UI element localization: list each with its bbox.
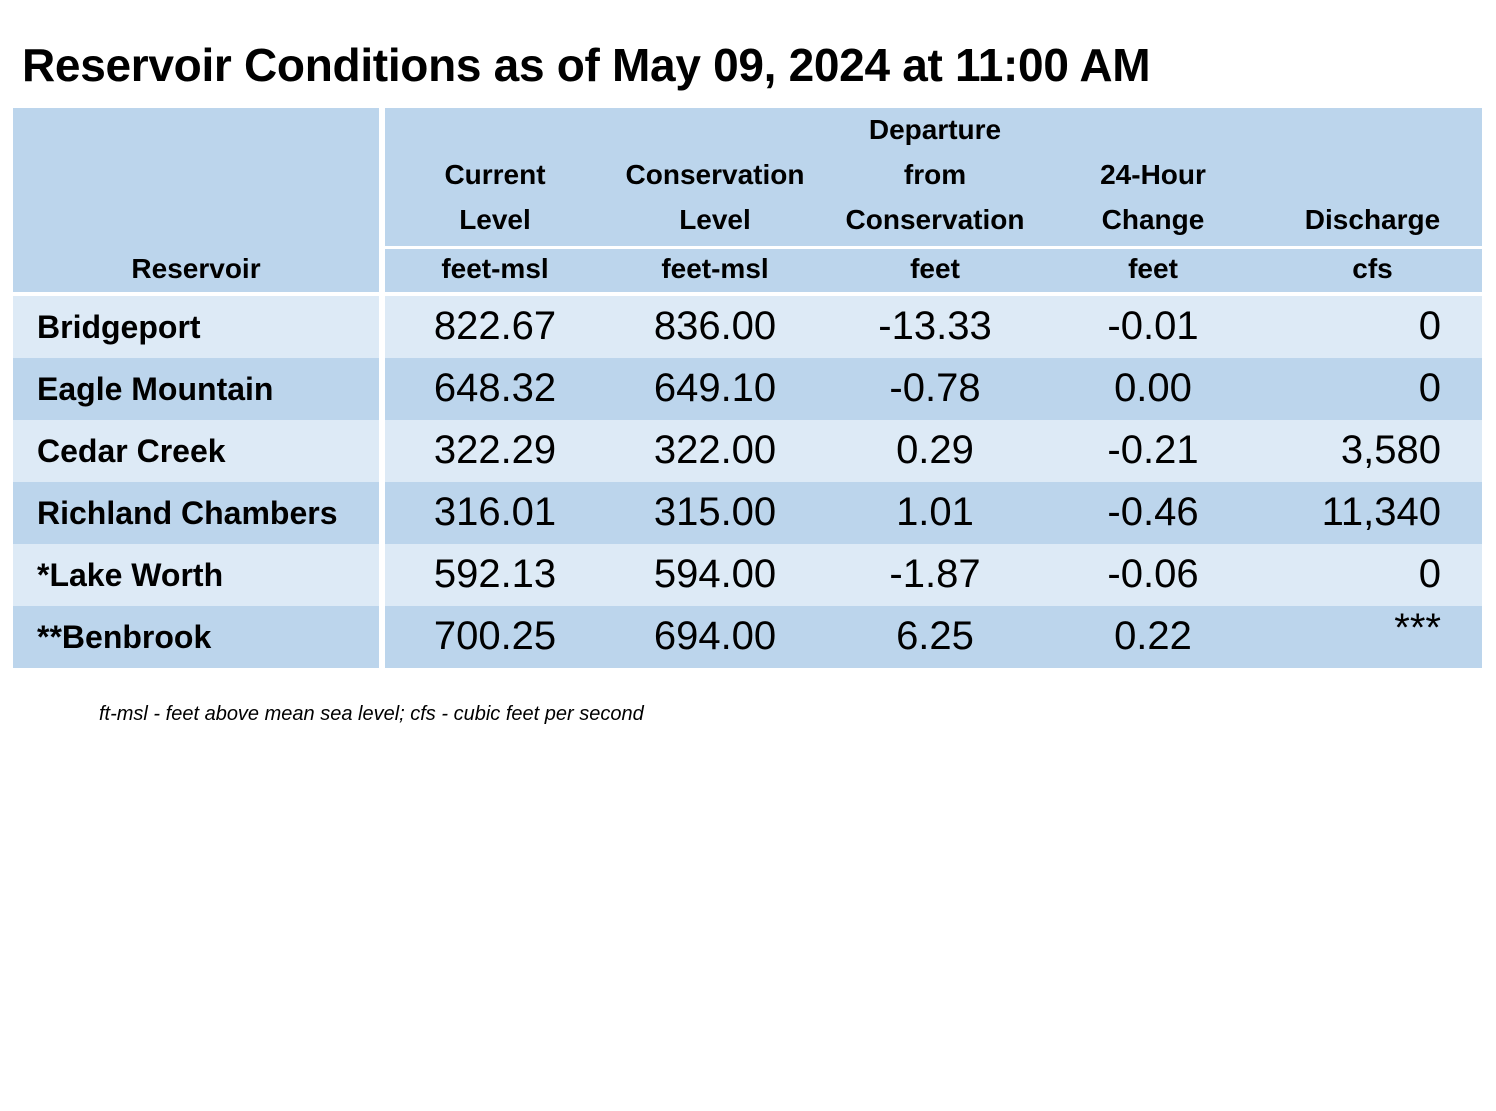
current-level: 592.13 xyxy=(433,552,557,596)
header-departure-line2: from xyxy=(903,159,967,190)
row-bg-left xyxy=(13,420,379,482)
row-bg-left xyxy=(13,544,379,606)
row-bg-right xyxy=(385,420,1482,482)
table-row: Cedar Creek 322.29 322.00 0.29 -0.21 3,5… xyxy=(13,420,1482,482)
page-title: Reservoir Conditions as of May 09, 2024 … xyxy=(22,39,1151,91)
row-bg-left xyxy=(13,606,379,668)
table-row: Eagle Mountain 648.32 649.10 -0.78 0.00 … xyxy=(13,358,1482,420)
current-level: 648.32 xyxy=(433,366,557,410)
hour-change: -0.01 xyxy=(1107,304,1199,348)
hour-change: -0.46 xyxy=(1107,490,1199,534)
table-header: Reservoir Current Level feet-msl Conserv… xyxy=(13,108,1482,292)
departure: 1.01 xyxy=(896,490,974,534)
header-divider xyxy=(385,246,1482,249)
header-change-unit: feet xyxy=(1128,253,1178,284)
conservation-level: 836.00 xyxy=(653,304,777,348)
row-bg-left xyxy=(13,358,379,420)
hour-change: -0.06 xyxy=(1107,552,1199,596)
departure: 6.25 xyxy=(896,614,974,658)
row-bg-left xyxy=(13,482,379,544)
header-change-line1: 24-Hour xyxy=(1100,159,1206,190)
reservoir-name: Richland Chambers xyxy=(37,495,338,531)
table-row: Bridgeport 822.67 836.00 -13.33 -0.01 0 xyxy=(13,296,1482,358)
conservation-level: 694.00 xyxy=(653,614,777,658)
current-level: 822.67 xyxy=(433,304,557,348)
row-bg-right xyxy=(385,544,1482,606)
discharge: 3,580 xyxy=(1340,428,1441,472)
header-discharge-line1: Discharge xyxy=(1304,204,1441,235)
header-conservation-unit: feet-msl xyxy=(661,253,769,284)
header-departure-line3: Conservation xyxy=(845,204,1025,235)
row-bg-right xyxy=(385,482,1482,544)
departure: -1.87 xyxy=(889,552,981,596)
discharge: 11,340 xyxy=(1321,490,1441,534)
conservation-level: 322.00 xyxy=(653,428,777,472)
current-level: 322.29 xyxy=(433,428,557,472)
reservoir-name: Bridgeport xyxy=(37,309,201,345)
row-bg-right xyxy=(385,606,1482,668)
header-current-line2: Level xyxy=(459,204,531,235)
departure: 0.29 xyxy=(896,428,974,472)
departure: -0.78 xyxy=(889,366,981,410)
discharge: 0 xyxy=(1418,304,1441,348)
footnote: ft-msl - feet above mean sea level; cfs … xyxy=(99,703,644,725)
header-current-unit: feet-msl xyxy=(441,253,549,284)
discharge: 0 xyxy=(1418,552,1441,596)
table-row: *Lake Worth 592.13 594.00 -1.87 -0.06 0 xyxy=(13,544,1482,606)
reservoir-name: Cedar Creek xyxy=(37,433,226,469)
header-departure-line1: Departure xyxy=(868,114,1002,145)
conservation-level: 315.00 xyxy=(653,490,777,534)
row-bg-left xyxy=(13,296,379,358)
row-bg-right xyxy=(385,296,1482,358)
header-conservation-line2: Level xyxy=(679,204,751,235)
reservoir-name: Eagle Mountain xyxy=(37,371,274,407)
current-level: 316.01 xyxy=(433,490,557,534)
header-discharge-unit: cfs xyxy=(1352,253,1393,284)
table-row: **Benbrook 700.25 694.00 6.25 0.22 *** xyxy=(13,606,1482,668)
conservation-level: 594.00 xyxy=(653,552,777,596)
departure: -13.33 xyxy=(878,304,992,348)
discharge: *** xyxy=(1394,606,1441,650)
hour-change: 0.22 xyxy=(1114,614,1192,658)
reservoir-name: **Benbrook xyxy=(37,619,212,655)
table-row: Richland Chambers 316.01 315.00 1.01 -0.… xyxy=(13,482,1482,544)
reservoir-name: *Lake Worth xyxy=(37,557,224,593)
header-bg-left xyxy=(13,108,379,292)
discharge: 0 xyxy=(1418,366,1441,410)
hour-change: 0.00 xyxy=(1114,366,1192,410)
header-bg-right xyxy=(385,108,1482,292)
row-bg-right xyxy=(385,358,1482,420)
current-level: 700.25 xyxy=(433,614,557,658)
column-separator xyxy=(379,108,385,668)
header-current-line1: Current xyxy=(444,159,546,190)
hour-change: -0.21 xyxy=(1107,428,1199,472)
header-reservoir: Reservoir xyxy=(131,253,261,284)
conservation-level: 649.10 xyxy=(653,366,777,410)
header-change-line2: Change xyxy=(1101,204,1205,235)
header-conservation-line1: Conservation xyxy=(625,159,805,190)
header-departure-unit: feet xyxy=(910,253,960,284)
